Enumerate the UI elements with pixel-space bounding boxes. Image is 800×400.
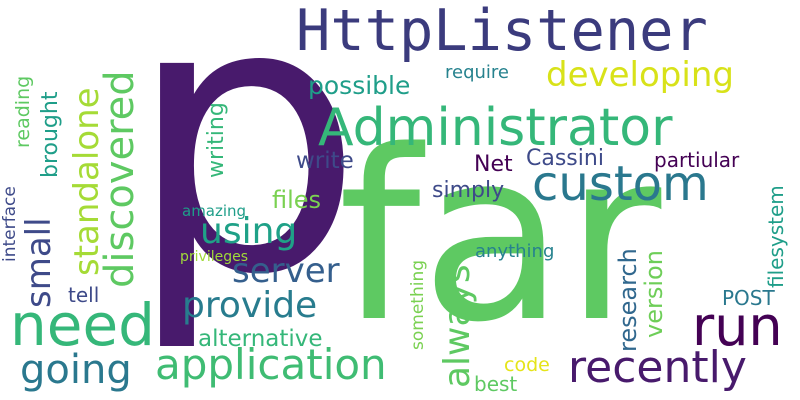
word-far: far [338,101,662,374]
word-privileges: privileges [180,249,249,265]
word-research: research [614,248,642,352]
word-run: run [692,295,783,358]
word-something: something [408,259,428,350]
word-using: using [200,211,298,252]
word-writing: writing [204,102,229,178]
word-custom: custom [532,156,709,212]
word-anything: anything [475,241,555,262]
word-always: always [437,264,478,388]
word-standalone: standalone [67,87,107,276]
word-interface: interface [0,186,20,262]
word-application: application [155,340,387,389]
word-tell: tell [68,283,100,307]
word-reading: reading [12,75,34,148]
word-version: version [640,250,668,338]
word-developing: developing [546,55,734,95]
word-administrator: Administrator [318,98,673,158]
word-p: p [126,0,365,357]
word-alternative: alternative [198,326,323,352]
word-recently: recently [568,342,747,393]
word-cassini: Cassini [526,146,604,171]
word-code: code [504,354,550,376]
word-partiular: partiular [654,148,740,172]
word-amazing: amazing [182,202,247,220]
word-small: small [19,217,59,308]
word-net: Net [474,152,513,177]
word-httplistener: HttpListener [296,0,708,64]
word-write: write [296,148,354,174]
word-possible: possible [308,71,411,100]
word-need: need [10,291,155,359]
word-files: files [272,186,322,214]
word-simply: simply [432,178,505,203]
word-server: server [232,251,340,291]
word-best: best [474,372,518,396]
word-filesystem: filesystem [764,185,788,288]
word-post: POST [722,286,775,310]
word-brought: brought [38,91,63,178]
word-provide: provide [182,285,318,326]
word-require: require [445,62,509,83]
word-going: going [20,347,132,393]
